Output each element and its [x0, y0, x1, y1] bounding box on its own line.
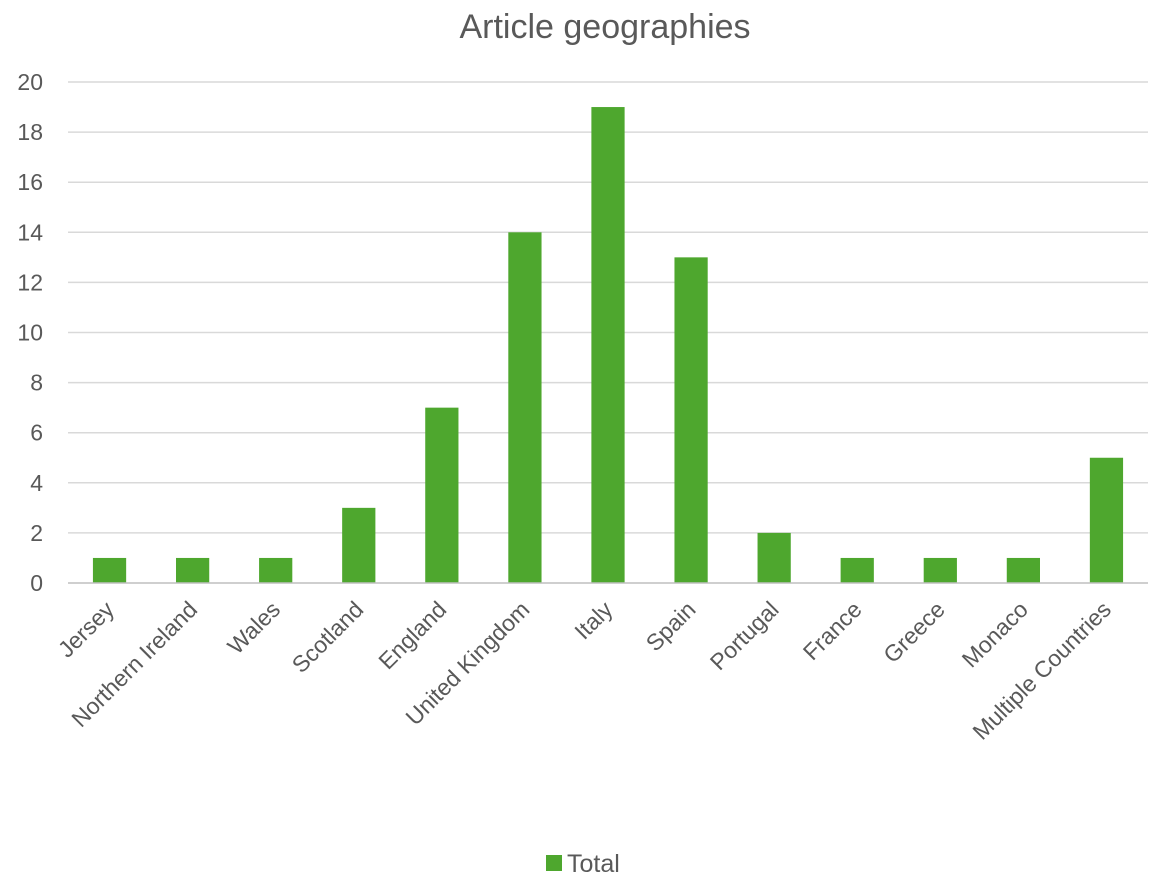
- y-tick-label: 20: [17, 69, 43, 95]
- bar-northern-ireland: [176, 557, 210, 583]
- bar-monaco: [1006, 557, 1040, 583]
- legend-swatch-total: [546, 855, 562, 871]
- y-tick-label: 0: [30, 570, 43, 596]
- bar-wales: [259, 557, 293, 583]
- bar-multiple-countries: [1089, 457, 1124, 583]
- x-tick-label: France: [798, 596, 867, 665]
- y-tick-label: 10: [17, 320, 43, 346]
- x-tick-label: Spain: [641, 596, 701, 656]
- bar-greece: [923, 557, 957, 583]
- x-tick-label: Greece: [878, 596, 950, 668]
- y-tick-label: 18: [17, 119, 43, 145]
- x-tick-label: Italy: [569, 596, 618, 645]
- x-tick-label: Jersey: [53, 596, 120, 663]
- x-tick-label: Scotland: [287, 596, 369, 678]
- y-tick-label: 2: [30, 520, 43, 546]
- x-tick-label: Portugal: [705, 596, 784, 675]
- y-tick-label: 12: [17, 269, 43, 295]
- chart-title: Article geographies: [459, 8, 750, 46]
- bars: [92, 107, 1124, 584]
- legend: Total: [546, 850, 620, 877]
- x-tick-label: Monaco: [957, 596, 1033, 672]
- bar-scotland: [342, 507, 376, 583]
- bar-united-kingdom: [508, 232, 542, 584]
- x-tick-label: Wales: [222, 596, 285, 659]
- bar-italy: [591, 107, 625, 584]
- y-tick-label: 6: [30, 420, 43, 446]
- y-tick-label: 14: [17, 219, 43, 245]
- y-tick-label: 16: [17, 169, 43, 195]
- legend-label-total: Total: [567, 850, 620, 877]
- x-tick-label: Multiple Countries: [967, 596, 1116, 745]
- bar-france: [840, 557, 874, 583]
- y-tick-label: 4: [30, 470, 43, 496]
- bar-jersey: [92, 557, 127, 583]
- x-tick-label: England: [373, 596, 451, 674]
- bar-england: [425, 407, 459, 583]
- bar-portugal: [757, 532, 791, 583]
- y-axis-ticks: 0 2 4 6 8 10 12 14 16 18 20: [17, 69, 43, 596]
- y-tick-label: 8: [30, 370, 43, 396]
- bar-spain: [674, 257, 708, 583]
